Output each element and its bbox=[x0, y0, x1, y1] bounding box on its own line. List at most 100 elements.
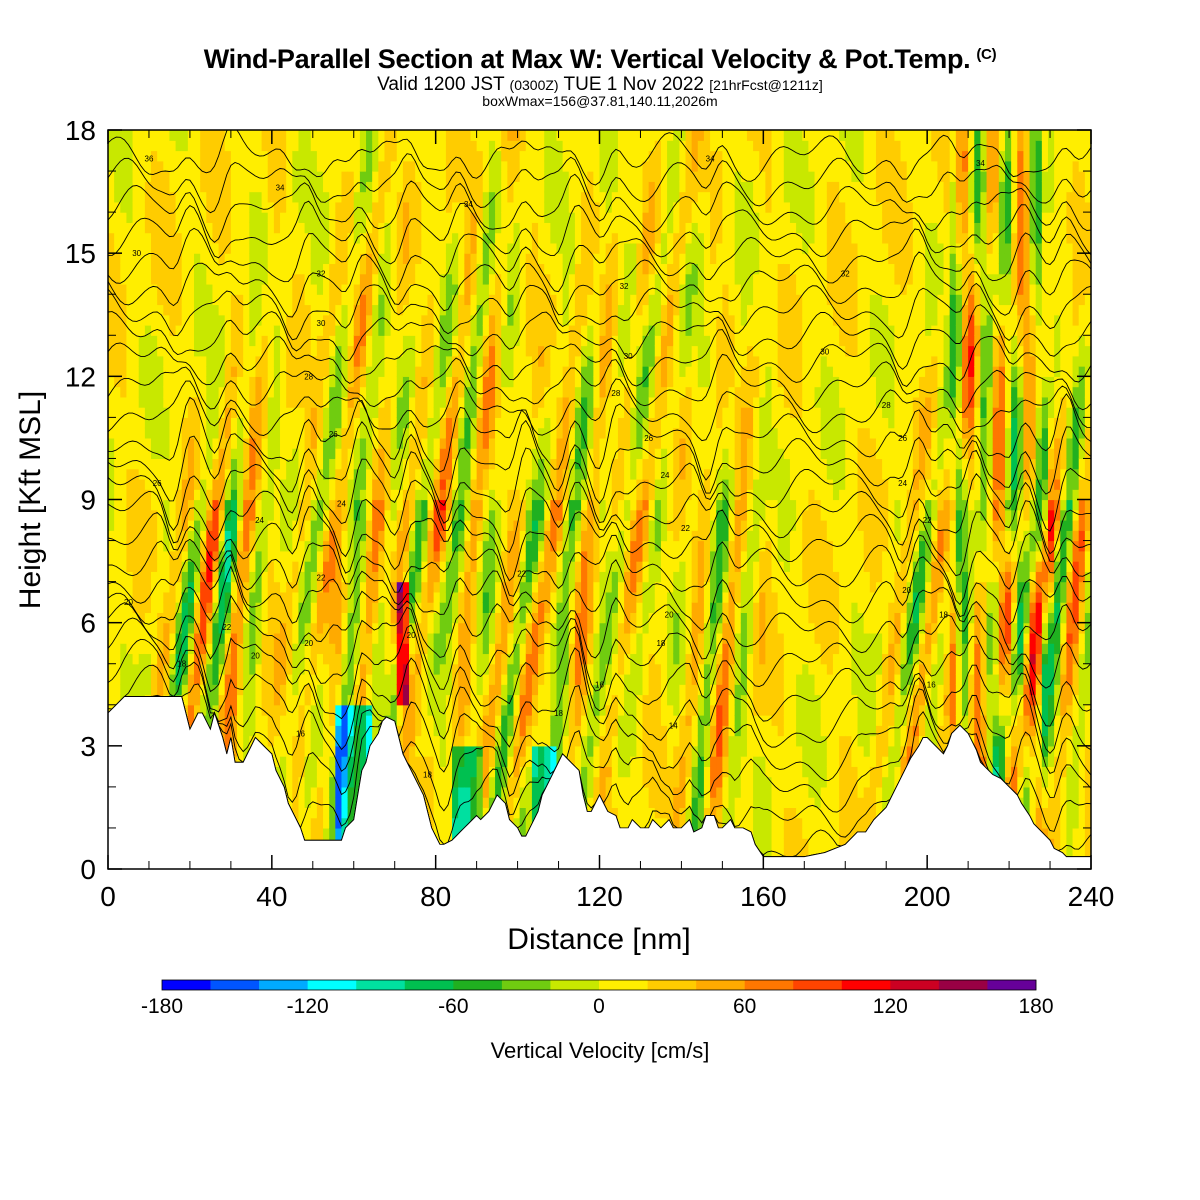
w-cell bbox=[230, 396, 238, 408]
w-cell bbox=[194, 437, 201, 449]
w-cell bbox=[157, 130, 164, 141]
w-cell bbox=[525, 540, 533, 552]
w-cell bbox=[335, 797, 343, 809]
w-cell bbox=[464, 212, 472, 223]
w-cell bbox=[409, 437, 416, 449]
w-cell bbox=[261, 273, 269, 285]
w-cell bbox=[519, 561, 527, 572]
w-cell bbox=[390, 643, 398, 655]
w-cell bbox=[120, 663, 128, 675]
w-cell bbox=[433, 622, 441, 634]
w-cell bbox=[439, 468, 447, 480]
w-cell bbox=[390, 673, 398, 685]
w-cell bbox=[476, 786, 484, 798]
w-cell bbox=[476, 673, 484, 685]
w-cell bbox=[273, 314, 281, 326]
w-cell bbox=[452, 448, 459, 460]
w-cell bbox=[194, 694, 201, 706]
w-cell bbox=[366, 283, 373, 295]
w-cell bbox=[230, 355, 238, 367]
w-cell bbox=[267, 325, 275, 336]
w-cell bbox=[415, 130, 422, 141]
w-cell bbox=[316, 345, 324, 357]
valid-date: TUE 1 Nov 2022 bbox=[563, 74, 704, 95]
w-cell bbox=[476, 212, 484, 223]
w-cell bbox=[525, 191, 533, 203]
w-cell bbox=[409, 581, 416, 593]
w-cell bbox=[267, 550, 275, 562]
w-cell bbox=[144, 622, 152, 634]
w-cell bbox=[439, 766, 447, 778]
w-cell bbox=[335, 366, 343, 377]
w-cell bbox=[427, 191, 435, 203]
w-cell bbox=[507, 704, 515, 716]
w-cell bbox=[353, 366, 361, 377]
w-cell bbox=[187, 694, 195, 706]
w-cell bbox=[378, 263, 386, 275]
w-cell bbox=[415, 489, 422, 501]
w-cell bbox=[206, 396, 214, 408]
w-cell bbox=[476, 776, 484, 788]
w-cell bbox=[409, 427, 416, 439]
w-cell bbox=[476, 314, 484, 326]
w-cell bbox=[390, 140, 398, 152]
w-cell bbox=[445, 591, 453, 603]
w-cell bbox=[507, 602, 515, 613]
w-cell bbox=[402, 704, 410, 716]
w-cell bbox=[169, 632, 177, 644]
w-cell bbox=[144, 130, 152, 141]
w-cell bbox=[292, 191, 300, 203]
w-cell bbox=[396, 181, 404, 193]
w-cell bbox=[470, 253, 478, 265]
w-cell bbox=[495, 489, 502, 501]
w-cell bbox=[531, 663, 539, 675]
w-cell bbox=[378, 427, 386, 439]
w-cell bbox=[261, 448, 269, 460]
w-cell bbox=[396, 735, 404, 747]
w-cell bbox=[439, 550, 447, 562]
w-cell bbox=[132, 171, 140, 182]
w-cell bbox=[335, 827, 343, 839]
w-cell bbox=[169, 335, 177, 347]
w-cell bbox=[476, 622, 484, 634]
w-cell bbox=[273, 263, 281, 275]
w-cell bbox=[488, 160, 496, 172]
w-cell bbox=[390, 212, 398, 223]
w-cell bbox=[488, 735, 496, 747]
w-cell bbox=[255, 140, 263, 152]
w-cell bbox=[495, 253, 502, 265]
w-cell bbox=[390, 622, 398, 634]
w-cell bbox=[427, 663, 435, 675]
w-cell bbox=[249, 684, 257, 696]
w-cell bbox=[513, 581, 521, 593]
w-cell bbox=[445, 622, 453, 634]
w-cell bbox=[402, 242, 410, 254]
w-cell bbox=[212, 283, 220, 295]
w-cell bbox=[476, 273, 484, 285]
w-cell bbox=[402, 478, 410, 490]
w-cell bbox=[470, 509, 478, 521]
w-cell bbox=[470, 386, 478, 398]
w-cell bbox=[335, 704, 343, 716]
w-cell bbox=[126, 335, 134, 347]
w-cell bbox=[409, 448, 416, 460]
w-cell bbox=[280, 160, 287, 172]
w-cell bbox=[224, 376, 232, 388]
w-cell bbox=[421, 242, 429, 254]
w-cell bbox=[513, 212, 521, 223]
w-cell bbox=[273, 304, 281, 316]
w-cell bbox=[427, 561, 435, 572]
w-cell bbox=[286, 550, 293, 562]
w-cell bbox=[470, 581, 478, 593]
w-cell bbox=[120, 437, 128, 449]
w-cell bbox=[255, 222, 263, 234]
w-cell bbox=[525, 222, 533, 234]
w-cell bbox=[439, 191, 447, 203]
w-cell bbox=[415, 191, 422, 203]
w-cell bbox=[138, 468, 146, 480]
w-cell bbox=[255, 273, 263, 285]
w-cell bbox=[286, 561, 293, 572]
w-cell bbox=[200, 550, 207, 562]
w-cell bbox=[513, 160, 521, 172]
w-cell bbox=[445, 766, 453, 778]
